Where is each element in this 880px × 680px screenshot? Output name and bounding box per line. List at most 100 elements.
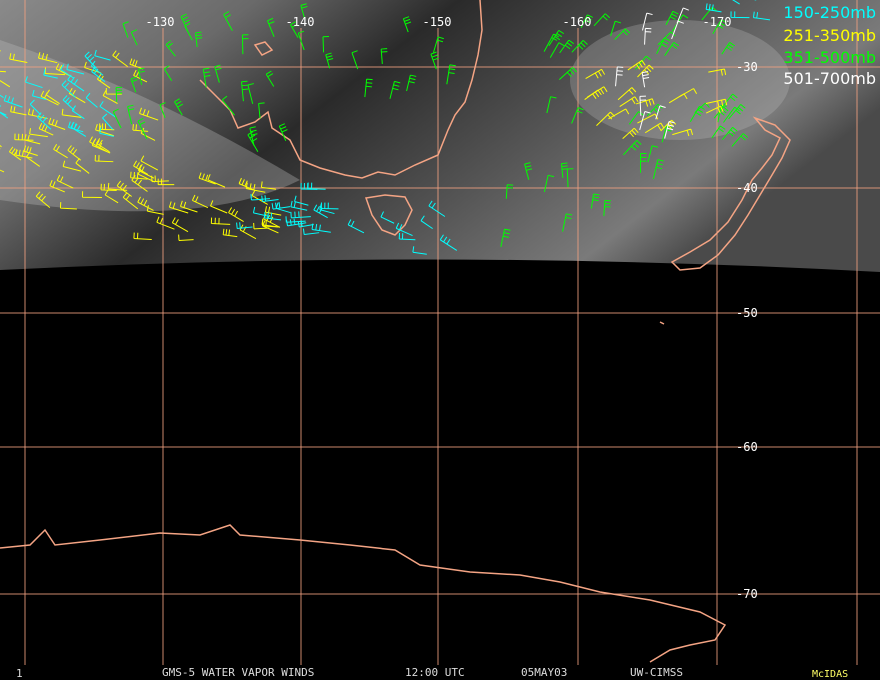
wind-barb [705, 3, 722, 13]
wind-barb [505, 184, 514, 199]
wind-barb [238, 177, 254, 191]
wind-barb [313, 204, 328, 219]
wind-barb [61, 80, 76, 98]
wind-barb [711, 125, 726, 139]
wind-barb [94, 154, 114, 163]
wind-barb [62, 160, 82, 172]
wind-barb [222, 228, 238, 238]
wind-barb [603, 199, 611, 217]
wind-barb [137, 67, 146, 85]
wind-barb [689, 105, 705, 122]
wind-barb [311, 223, 331, 233]
wind-barb [571, 107, 584, 124]
wind-barb [278, 123, 288, 142]
wind-barb [15, 149, 33, 159]
wind-barb [102, 113, 114, 130]
wind-barb [664, 120, 675, 139]
wind-barb [89, 136, 107, 152]
wind-barb [267, 17, 275, 37]
cyclone-cloud [570, 20, 790, 140]
wind-barb [23, 145, 38, 157]
wind-barb [163, 65, 173, 82]
longitude-label: -170 [703, 15, 732, 29]
wind-barb [251, 190, 268, 205]
wind-barb [60, 64, 74, 79]
wind-barb [732, 0, 740, 5]
wind-barb [728, 104, 746, 120]
wind-barb [130, 76, 138, 93]
wind-barb [105, 87, 122, 95]
wind-barb [112, 50, 129, 68]
wind-barb [228, 207, 244, 222]
wind-barb [258, 102, 265, 119]
wind-barb [619, 96, 639, 108]
wind-barb [730, 11, 750, 19]
wind-barb [271, 202, 291, 210]
footer-source: UW-CIMSS [630, 666, 683, 679]
wind-barb [580, 14, 593, 28]
wind-barb [36, 112, 52, 130]
wind-barb [8, 146, 22, 161]
wind-barb [640, 153, 647, 173]
wind-barb [639, 95, 647, 116]
wind-barb [627, 60, 646, 71]
wind-barb [71, 105, 85, 120]
wind-barb [590, 193, 600, 209]
wind-barb [191, 194, 209, 209]
wind-barb [0, 94, 4, 99]
wind-barb [285, 216, 306, 223]
wind-barb [180, 200, 198, 213]
wind-barb [406, 74, 417, 92]
wind-barb [722, 126, 738, 140]
wind-barb [665, 10, 679, 26]
wind-barb [96, 138, 110, 153]
footer-time: 12:00 UTC [405, 666, 465, 679]
wind-barb [202, 67, 211, 88]
wind-barb [672, 128, 694, 137]
wind-barb [524, 162, 533, 180]
wind-barb [14, 133, 34, 141]
wind-barb [263, 211, 282, 221]
wind-barb [48, 117, 66, 130]
wind-barb [130, 171, 148, 180]
longitude-label: -150 [423, 15, 452, 29]
wind-barb [44, 67, 66, 76]
wind-barb [615, 66, 624, 87]
wind-barb [94, 49, 111, 61]
wind-barb [585, 68, 606, 79]
wind-barb [130, 29, 138, 46]
wind-barb [543, 33, 560, 52]
wind-barb [146, 205, 164, 215]
wind-barb [236, 222, 253, 230]
wind-barb [325, 52, 334, 69]
wind-barb [294, 195, 309, 206]
wind-barb [43, 69, 58, 79]
wind-barb [260, 181, 277, 190]
wind-barb [10, 105, 27, 116]
wind-barb [571, 40, 588, 53]
wind-barb [61, 108, 82, 118]
wind-barb [623, 140, 642, 156]
wind-barb [151, 175, 169, 183]
wind-barb [644, 27, 652, 45]
wind-barb [67, 74, 85, 92]
wind-barb [635, 55, 652, 70]
wind-barb [610, 20, 622, 37]
wind-barb [290, 21, 299, 38]
wind-barb [40, 90, 59, 106]
wind-barb [705, 98, 728, 107]
longitude-label: -130 [146, 15, 175, 29]
wind-barb [395, 222, 413, 237]
wind-barb [56, 174, 74, 189]
wind-barb [652, 159, 664, 179]
legend-entry: 501-700mb [783, 69, 876, 88]
wind-barb [100, 183, 117, 191]
wind-barb [195, 31, 203, 47]
coastlines [0, 0, 791, 663]
latitude-label: -50 [736, 306, 758, 320]
wind-barb [566, 168, 574, 188]
wind-barb [389, 80, 401, 99]
wind-barb [59, 202, 77, 210]
wind-barb [543, 174, 555, 193]
wind-barb [131, 175, 148, 192]
